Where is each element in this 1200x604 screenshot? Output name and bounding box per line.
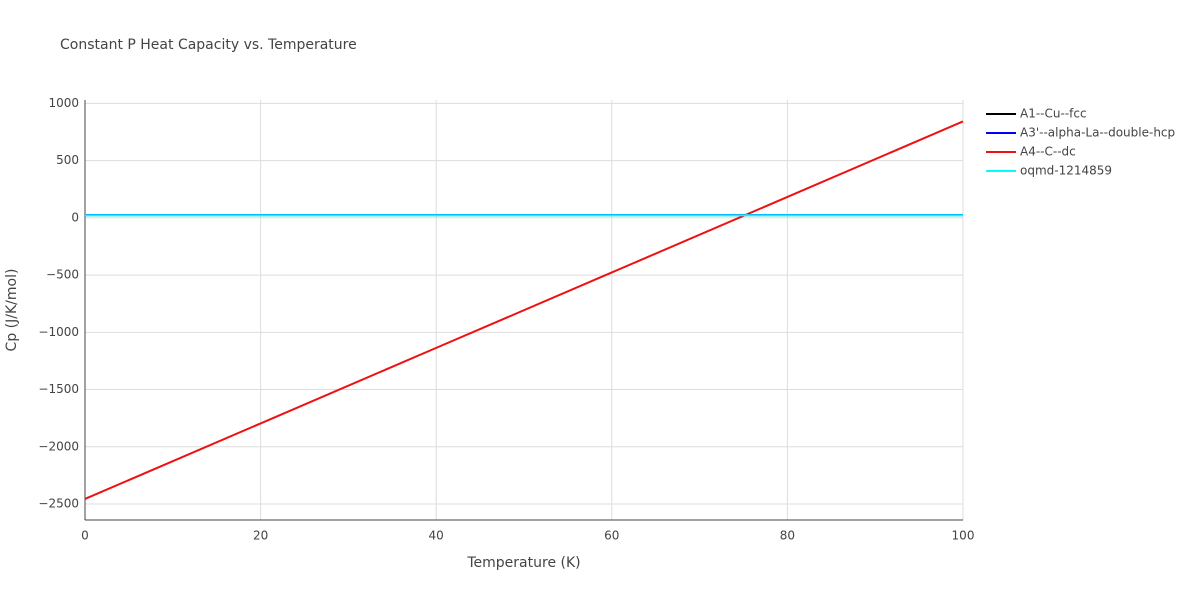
legend-label[interactable]: A1--Cu--fcc bbox=[1020, 107, 1087, 121]
legend-label[interactable]: oqmd-1214859 bbox=[1020, 164, 1112, 178]
legend-label[interactable]: A4--C--dc bbox=[1020, 145, 1076, 159]
series-line bbox=[84, 120, 964, 500]
y-tick-label: −500 bbox=[46, 268, 79, 282]
y-tick-label: 500 bbox=[56, 153, 79, 167]
chart-title: Constant P Heat Capacity vs. Temperature bbox=[60, 37, 357, 53]
y-tick-label: −1000 bbox=[38, 325, 79, 339]
y-tick-label: 0 bbox=[71, 210, 79, 224]
x-tick-label: 20 bbox=[253, 529, 268, 543]
x-tick-label: 40 bbox=[429, 529, 444, 543]
y-tick-label: −1500 bbox=[38, 382, 79, 396]
y-tick-label: −2500 bbox=[38, 496, 79, 510]
x-tick-label: 0 bbox=[81, 529, 89, 543]
x-axis-title: Temperature (K) bbox=[466, 555, 580, 571]
y-axis-title: Cp (J/K/mol) bbox=[4, 269, 20, 352]
x-tick-label: 80 bbox=[780, 529, 795, 543]
x-tick-label: 100 bbox=[952, 529, 975, 543]
x-tick-label: 60 bbox=[604, 529, 619, 543]
y-tick-label: 1000 bbox=[48, 96, 79, 110]
legend-label[interactable]: A3'--alpha-La--double-hcp bbox=[1020, 126, 1175, 140]
y-tick-label: −2000 bbox=[38, 439, 79, 453]
